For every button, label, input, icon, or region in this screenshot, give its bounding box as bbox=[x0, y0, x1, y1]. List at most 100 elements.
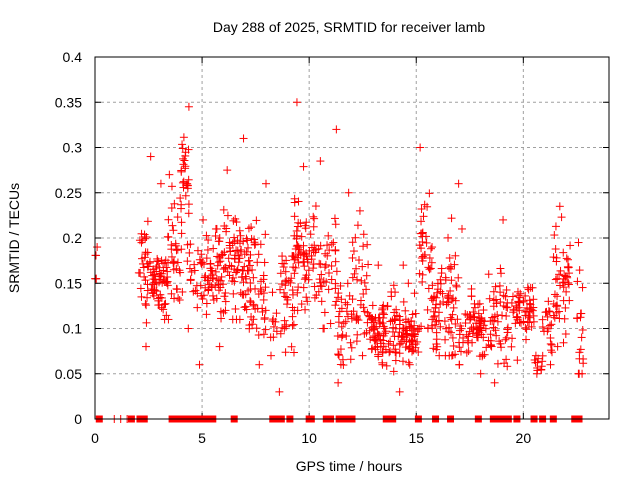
data-point bbox=[170, 257, 179, 266]
data-point bbox=[573, 277, 582, 286]
data-point bbox=[455, 360, 464, 369]
data-point bbox=[448, 310, 457, 319]
data-point bbox=[178, 144, 187, 153]
data-point bbox=[136, 269, 145, 278]
data-point bbox=[93, 243, 102, 252]
data-point bbox=[304, 266, 313, 275]
data-point bbox=[423, 305, 432, 314]
data-point bbox=[235, 315, 244, 324]
data-point bbox=[513, 315, 522, 324]
data-point bbox=[560, 278, 569, 287]
data-point bbox=[496, 339, 505, 348]
data-point bbox=[186, 275, 195, 284]
data-point bbox=[475, 299, 484, 308]
data-point bbox=[559, 296, 568, 305]
data-point bbox=[339, 319, 348, 328]
data-point bbox=[496, 264, 505, 273]
data-point bbox=[162, 311, 171, 320]
data-point bbox=[236, 231, 245, 240]
data-point bbox=[455, 326, 464, 335]
data-point bbox=[353, 221, 362, 230]
data-point bbox=[193, 303, 202, 312]
data-point bbox=[281, 281, 290, 290]
data-point bbox=[294, 218, 303, 227]
data-point bbox=[382, 361, 391, 370]
data-point bbox=[233, 236, 242, 245]
data-point bbox=[186, 240, 195, 249]
data-point bbox=[167, 204, 176, 213]
data-point bbox=[292, 226, 301, 235]
data-point bbox=[490, 378, 499, 387]
data-point bbox=[481, 324, 490, 333]
data-point bbox=[482, 343, 491, 352]
data-point bbox=[137, 229, 146, 238]
data-point bbox=[281, 348, 290, 357]
data-point bbox=[299, 241, 308, 250]
data-point bbox=[337, 333, 346, 342]
data-point bbox=[293, 288, 302, 297]
data-point bbox=[451, 319, 460, 328]
data-point bbox=[252, 324, 261, 333]
data-point bbox=[184, 175, 193, 184]
data-point bbox=[362, 271, 371, 280]
data-point bbox=[223, 211, 232, 220]
data-point bbox=[151, 264, 160, 273]
data-point bbox=[252, 216, 261, 225]
data-point bbox=[260, 258, 269, 267]
data-point bbox=[410, 289, 419, 298]
data-point bbox=[209, 274, 218, 283]
data-point bbox=[223, 166, 232, 175]
data-point bbox=[538, 357, 547, 366]
data-point bbox=[334, 351, 343, 360]
data-point bbox=[331, 301, 340, 310]
data-point bbox=[349, 247, 358, 256]
data-point bbox=[214, 258, 223, 267]
data-point bbox=[546, 360, 555, 369]
data-point bbox=[528, 306, 537, 315]
data-point bbox=[423, 202, 432, 211]
data-point bbox=[206, 259, 215, 268]
data-point bbox=[451, 251, 460, 260]
data-point bbox=[449, 341, 458, 350]
data-point bbox=[258, 307, 267, 316]
data-point bbox=[513, 356, 522, 365]
data-point bbox=[167, 182, 176, 191]
data-point bbox=[441, 273, 450, 282]
data-point bbox=[282, 293, 291, 302]
data-point bbox=[540, 327, 549, 336]
data-point bbox=[239, 134, 248, 143]
data-point bbox=[142, 342, 151, 351]
data-point bbox=[396, 316, 405, 325]
data-point bbox=[395, 340, 404, 349]
data-point bbox=[138, 259, 147, 268]
data-point bbox=[525, 311, 534, 320]
data-point bbox=[162, 263, 171, 272]
data-point bbox=[402, 333, 411, 342]
data-point bbox=[294, 283, 303, 292]
data-point bbox=[559, 248, 568, 257]
data-point bbox=[183, 181, 192, 190]
data-point bbox=[254, 290, 263, 299]
y-tick-label: 0.4 bbox=[63, 49, 83, 65]
data-point bbox=[184, 209, 193, 218]
y-tick-label: 0.05 bbox=[55, 366, 82, 382]
data-point bbox=[565, 269, 574, 278]
data-point bbox=[327, 261, 336, 270]
chart-title: Day 288 of 2025, SRMTID for receiver lam… bbox=[213, 19, 486, 35]
data-point bbox=[137, 238, 146, 247]
data-point bbox=[548, 348, 557, 357]
data-point bbox=[547, 346, 556, 355]
y-tick-label: 0.15 bbox=[55, 275, 82, 291]
data-point bbox=[341, 298, 350, 307]
data-point bbox=[278, 323, 287, 332]
data-point bbox=[137, 292, 146, 301]
data-point bbox=[272, 309, 281, 318]
data-point bbox=[154, 294, 163, 303]
data-point bbox=[232, 218, 241, 227]
data-point bbox=[300, 275, 309, 284]
data-point bbox=[143, 217, 152, 226]
data-point bbox=[348, 253, 357, 262]
data-point bbox=[315, 275, 324, 284]
data-point bbox=[417, 217, 426, 226]
data-point bbox=[447, 214, 456, 223]
